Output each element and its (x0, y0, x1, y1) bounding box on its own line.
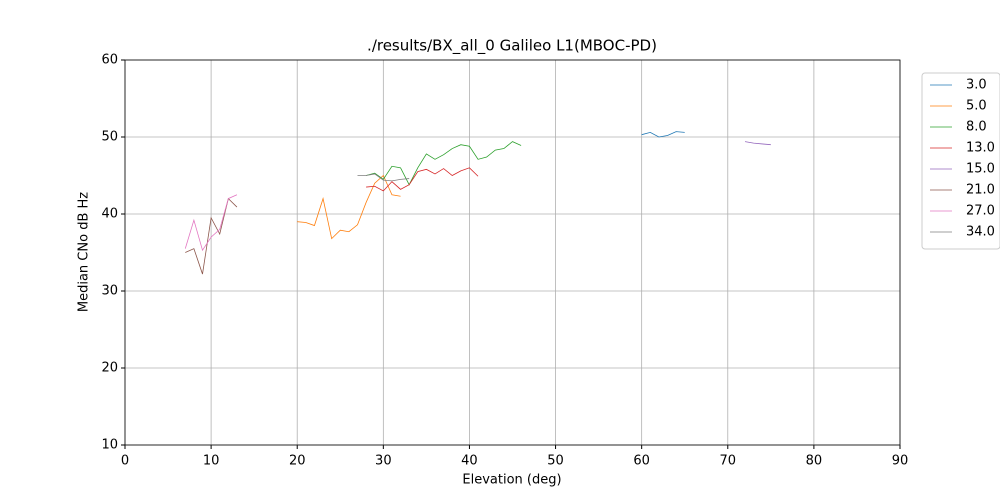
y-tick-label: 10 (101, 438, 118, 453)
x-tick-label: 70 (720, 454, 737, 469)
series-line (744, 141, 771, 146)
y-tick-label: 50 (101, 130, 118, 145)
y-tick-label: 20 (101, 361, 118, 376)
series-line (184, 194, 238, 252)
axes-frame (124, 59, 901, 446)
y-tick-label: 30 (101, 284, 118, 299)
x-tick-label: 80 (806, 454, 823, 469)
legend-box (921, 72, 1000, 250)
y-tick-label: 40 (101, 207, 118, 222)
legend-label: 3.0 (966, 78, 987, 93)
legend-label: 21.0 (966, 183, 995, 198)
series-line (297, 174, 401, 240)
x-axis-label: Elevation (deg) (462, 473, 561, 488)
legend-label: 15.0 (966, 162, 995, 177)
legend-label: 34.0 (966, 225, 995, 240)
series-line (366, 167, 479, 192)
x-tick-label: 30 (375, 454, 392, 469)
x-tick-label: 90 (892, 454, 909, 469)
x-tick-label: 0 (121, 454, 129, 469)
legend-label: 8.0 (966, 120, 987, 135)
legend-label: 13.0 (966, 141, 995, 156)
series-line (357, 173, 410, 182)
x-tick-label: 50 (547, 454, 564, 469)
series-line (641, 131, 685, 138)
y-tick-label: 60 (101, 53, 118, 68)
series-line (366, 141, 522, 186)
x-tick-label: 60 (633, 454, 650, 469)
x-tick-label: 10 (203, 454, 220, 469)
y-axis-label: Median CNo dB Hz (77, 192, 92, 312)
chart-title: ./results/BX_all_0 Galileo L1(MBOC-PD) (367, 37, 657, 56)
legend-label: 27.0 (966, 204, 995, 219)
legend-label: 5.0 (966, 99, 987, 114)
x-tick-label: 40 (461, 454, 478, 469)
x-tick-label: 20 (289, 454, 306, 469)
